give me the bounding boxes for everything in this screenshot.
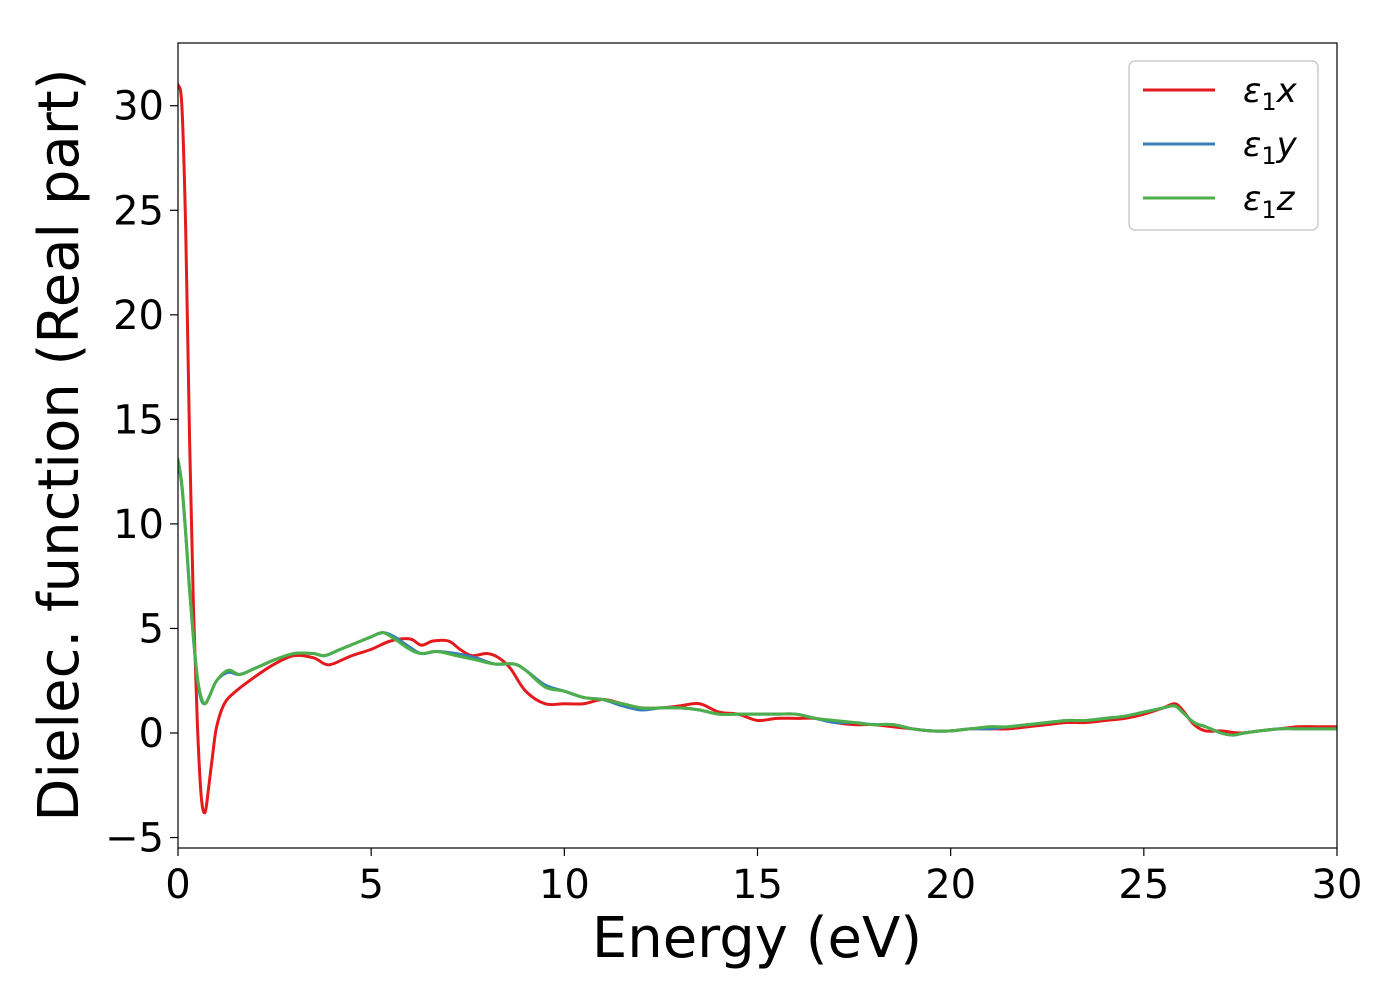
series-line-z [178, 457, 1337, 737]
legend-items: ε1x ε1y ε1z [1143, 71, 1298, 224]
x-tick-label: 25 [1118, 862, 1169, 908]
x-tick-label: 0 [165, 862, 190, 908]
y-tick-label: 25 [113, 188, 164, 234]
legend-label-y: ε1y [1243, 125, 1298, 170]
y-axis-label: Dielec. function (Real part) [27, 68, 92, 821]
series-line-y [178, 459, 1337, 737]
y-tick-label: 30 [113, 84, 164, 130]
x-tick-label: 5 [358, 862, 383, 908]
x-axis-ticks: 0 5 10 15 20 25 30 [165, 848, 1362, 908]
y-tick-label: 10 [113, 502, 164, 548]
legend-box [1128, 60, 1319, 231]
y-axis-ticks: −5 0 5 10 15 20 25 30 [105, 84, 178, 862]
x-axis-label: Energy (eV) [592, 906, 922, 971]
legend-label-z: ε1z [1243, 179, 1296, 224]
y-tick-label: 20 [113, 293, 164, 339]
x-tick-label: 30 [1312, 862, 1363, 908]
legend-label-x: ε1x [1243, 71, 1298, 116]
legend: ε1x ε1y ε1z [1128, 60, 1319, 231]
x-tick-label: 20 [925, 862, 976, 908]
x-tick-label: 15 [732, 862, 783, 908]
series-layer [178, 83, 1337, 815]
x-tick-label: 10 [539, 862, 590, 908]
y-tick-label: 5 [139, 606, 164, 652]
y-tick-label: 0 [139, 711, 164, 757]
y-tick-label: −5 [105, 816, 164, 862]
y-tick-label: 15 [113, 397, 164, 443]
